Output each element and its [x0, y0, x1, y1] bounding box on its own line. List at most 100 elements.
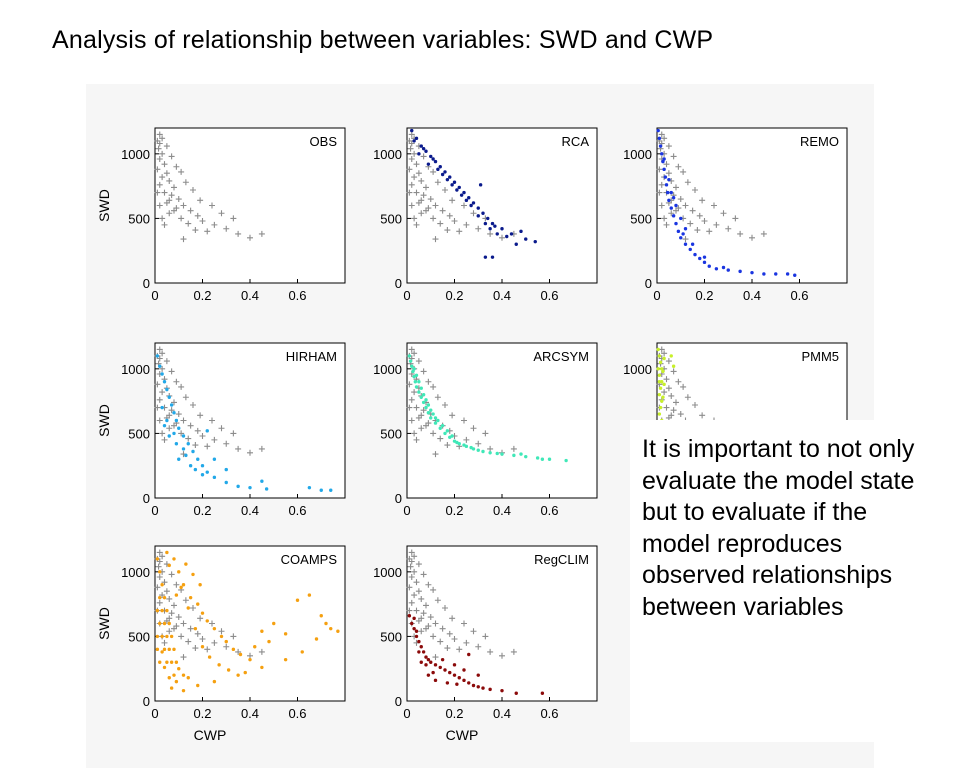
obs-point — [418, 615, 425, 622]
obs-point — [406, 166, 413, 173]
model-point — [488, 227, 492, 231]
obs-point — [171, 625, 177, 632]
obs-point — [155, 145, 162, 152]
obs-point — [411, 174, 418, 181]
obs-point — [166, 210, 173, 217]
model-point — [524, 454, 528, 459]
obs-point — [423, 602, 429, 609]
obs-point — [204, 443, 211, 450]
model-point — [476, 206, 480, 210]
obs-point — [687, 220, 694, 227]
obs-point — [675, 378, 682, 385]
model-point — [540, 691, 545, 695]
obs-point — [159, 215, 166, 222]
obs-point — [470, 425, 477, 432]
model-point — [462, 190, 466, 195]
model-point — [419, 144, 423, 148]
y-tick-label: 500 — [128, 629, 150, 644]
model-point — [669, 190, 673, 195]
obs-point — [235, 648, 242, 655]
model-point — [483, 255, 488, 259]
model-point — [200, 473, 205, 477]
panel-arcsym: 0 0.2 0.4 0.6 0 500 1000 ARCSYM — [373, 342, 598, 518]
obs-point — [166, 412, 173, 419]
model-point — [414, 634, 419, 639]
model-point — [155, 634, 160, 639]
model-point — [467, 652, 471, 657]
model-point — [657, 392, 662, 397]
model-point — [667, 177, 671, 182]
obs-point — [430, 430, 437, 437]
obs-point — [166, 628, 173, 635]
model-point — [419, 660, 423, 664]
obs-point — [173, 163, 180, 170]
obs-point — [180, 654, 187, 661]
model-point — [253, 645, 257, 649]
obs-point — [737, 230, 744, 237]
model-point — [158, 364, 162, 368]
obs-point — [166, 177, 173, 184]
obs-point — [418, 412, 425, 419]
obs-point — [185, 220, 192, 227]
model-point — [158, 595, 162, 600]
model-point — [165, 660, 169, 664]
obs-point — [154, 584, 161, 591]
obs-point — [194, 427, 201, 434]
x-tick-label: 0.6 — [790, 288, 808, 303]
obs-point — [178, 430, 185, 437]
model-point — [196, 457, 200, 461]
model-point — [481, 449, 485, 454]
obs-point — [180, 417, 187, 424]
obs-point — [449, 197, 456, 204]
obs-point — [223, 440, 230, 447]
model-point — [445, 429, 450, 433]
model-point — [419, 395, 423, 399]
model-point — [196, 602, 200, 606]
model-point — [793, 273, 797, 277]
obs-point — [658, 131, 665, 138]
obs-point — [156, 396, 163, 403]
model-point — [413, 380, 418, 384]
model-point — [660, 399, 664, 403]
panel-label: RegCLIM — [534, 552, 589, 567]
model-point — [414, 385, 419, 389]
model-point — [231, 647, 236, 652]
model-point — [452, 180, 457, 184]
model-point — [419, 645, 423, 649]
obs-point — [692, 187, 698, 193]
model-point — [169, 660, 174, 664]
obs-point — [161, 639, 168, 646]
model-point — [238, 652, 243, 657]
obs-point — [475, 643, 482, 650]
model-point — [324, 621, 328, 626]
obs-point — [656, 189, 663, 196]
model-point — [217, 663, 221, 667]
model-point — [774, 272, 778, 276]
obs-point — [159, 430, 166, 437]
obs-point — [408, 417, 415, 424]
obs-point — [408, 202, 415, 209]
model-point — [181, 447, 186, 451]
model-point — [224, 480, 228, 485]
x-tick-label: 0.4 — [241, 288, 259, 303]
obs-point — [461, 202, 467, 209]
obs-point — [161, 579, 168, 586]
model-point — [665, 190, 670, 195]
y-axis-title: SWD — [96, 404, 112, 437]
x-tick-label: 0 — [151, 706, 158, 721]
model-point — [495, 451, 499, 456]
obs-point — [432, 236, 439, 243]
obs-point — [434, 597, 441, 604]
model-point — [169, 403, 174, 407]
obs-point — [677, 196, 684, 203]
obs-point — [444, 227, 451, 234]
panel-frame — [406, 127, 598, 284]
model-point — [417, 152, 421, 156]
model-point — [481, 686, 485, 690]
obs-point — [156, 549, 163, 556]
obs-point — [199, 218, 206, 224]
obs-point — [749, 234, 755, 241]
model-point — [490, 255, 495, 259]
obs-point — [178, 633, 185, 640]
obs-point — [411, 150, 418, 157]
